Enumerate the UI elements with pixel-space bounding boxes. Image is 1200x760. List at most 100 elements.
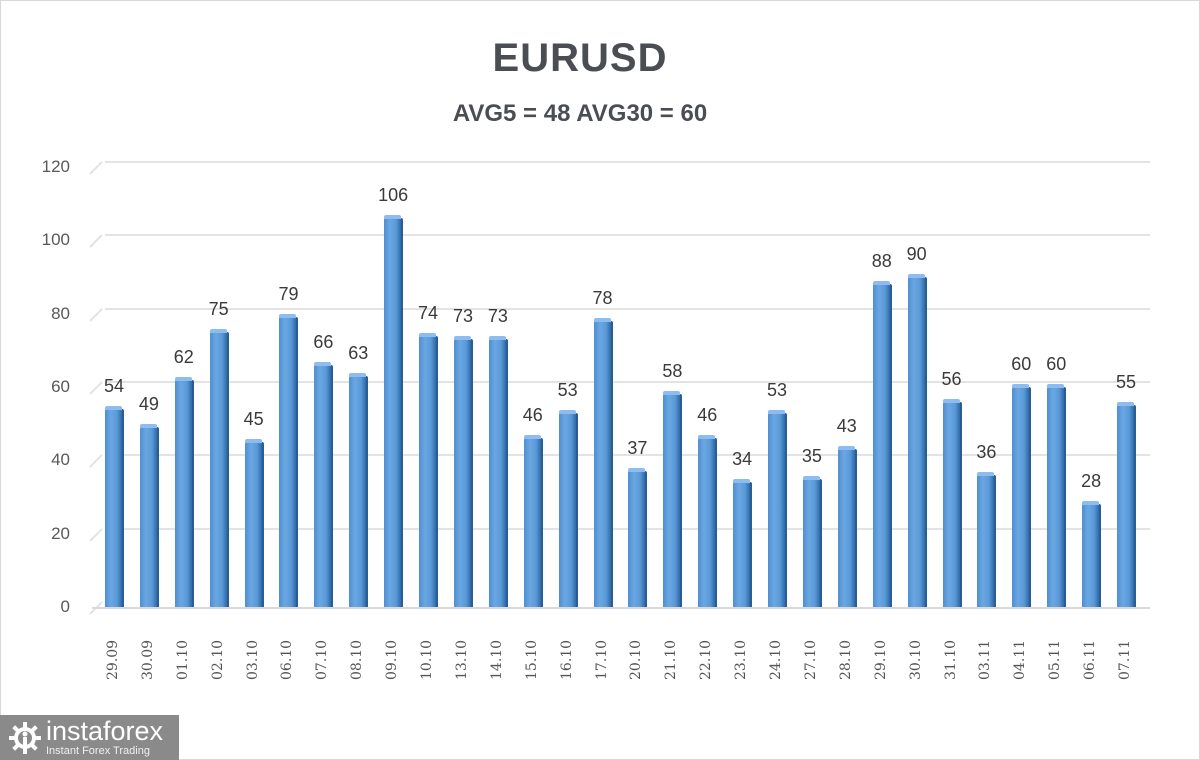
gridline	[105, 234, 1150, 237]
gridline-depth	[89, 454, 103, 469]
x-tick-label: 10.10	[419, 639, 436, 680]
x-tick-label: 21.10	[663, 639, 680, 680]
x-tick-label: 03.10	[244, 639, 261, 680]
gridline	[105, 161, 1150, 163]
bar-value-label: 53	[767, 379, 788, 400]
bar	[279, 314, 297, 607]
x-tick-label: 08.10	[349, 639, 366, 680]
bar-value-label: 63	[348, 343, 369, 363]
bar-value-label: 56	[941, 368, 962, 389]
bar	[558, 409, 576, 607]
bar-value-label: 34	[732, 449, 753, 470]
bar	[1047, 384, 1065, 607]
x-tick-label: 28.10	[837, 639, 854, 680]
bar	[663, 391, 681, 607]
bar	[1012, 384, 1030, 607]
x-tick-label: 30.10	[907, 639, 924, 680]
bar	[733, 479, 751, 607]
bar	[768, 409, 786, 607]
gear-person-icon	[9, 721, 41, 754]
x-tick-label: 30.09	[139, 639, 156, 680]
gridline-depth	[89, 161, 103, 175]
bar-value-label: 35	[801, 445, 822, 466]
bar-value-label: 46	[522, 405, 543, 426]
x-tick-label: 06.10	[279, 639, 296, 680]
bar-value-label: 53	[557, 379, 578, 400]
x-tick-label: 03.11	[977, 639, 994, 680]
x-tick-label: 07.10	[314, 639, 331, 680]
bar-value-label: 75	[208, 299, 229, 319]
bar-value-label: 79	[278, 284, 299, 305]
x-tick-label: 04.11	[1012, 639, 1029, 680]
x-tick-label: 20.10	[628, 639, 645, 680]
bar	[698, 435, 716, 607]
x-tick-label: 13.10	[453, 639, 470, 680]
x-tick-label: 15.10	[523, 639, 540, 680]
bar	[384, 215, 402, 607]
bar-value-label: 28	[1081, 471, 1102, 492]
bar-value-label: 78	[592, 288, 613, 308]
gridline-depth	[89, 234, 103, 249]
bar-value-label: 49	[138, 394, 159, 415]
bar-value-label: 73	[487, 306, 508, 327]
y-tick-label: 40	[51, 450, 70, 470]
y-tick-label: 100	[41, 230, 70, 250]
gridline	[105, 527, 1150, 530]
x-tick-label: 22.10	[698, 639, 715, 680]
chart-title: EURUSD	[492, 36, 668, 80]
bar-value-label: 36	[976, 442, 997, 462]
y-tick-label: 60	[51, 377, 70, 396]
x-tick-label: 17.10	[593, 639, 610, 680]
bar-value-label: 45	[243, 409, 264, 429]
bar	[907, 274, 925, 607]
bar-value-label: 88	[871, 251, 892, 272]
bar	[105, 406, 122, 607]
bar-value-label: 73	[452, 306, 473, 327]
y-tick-label: 0	[60, 597, 70, 616]
x-tick-label: 01.10	[174, 639, 191, 680]
bar-value-label: 62	[173, 346, 194, 367]
bar	[802, 475, 820, 607]
logo-name: instaforex	[46, 716, 164, 746]
bar	[977, 472, 995, 607]
bar	[628, 468, 646, 607]
bar	[942, 398, 960, 607]
bar-value-label: 90	[906, 244, 927, 264]
gridline	[105, 307, 1150, 310]
gridline	[105, 454, 1150, 457]
bar	[1082, 501, 1100, 607]
logo-text: instaforex Instant Forex Trading	[46, 718, 163, 757]
bar	[1117, 402, 1134, 607]
bar-value-label: 55	[1115, 372, 1137, 393]
bar	[872, 281, 890, 607]
bar-value-label: 60	[1011, 354, 1032, 374]
bar	[349, 373, 367, 607]
bar	[209, 329, 227, 607]
x-tick-label: 29.09	[105, 639, 121, 680]
x-tick-label: 29.10	[872, 639, 889, 680]
bar	[314, 362, 332, 607]
logo-tagline: Instant Forex Trading	[46, 745, 150, 757]
gridline	[105, 381, 1150, 383]
bar-value-label: 74	[418, 302, 439, 323]
bar-value-label: 60	[1046, 354, 1067, 374]
bar-value-label: 43	[836, 416, 857, 437]
x-tick-label: 27.10	[802, 639, 819, 680]
y-tick-label: 20	[51, 523, 70, 543]
instaforex-logo: instaforex Instant Forex Trading	[0, 715, 179, 760]
bar-value-label: 54	[103, 376, 125, 396]
x-tick-label: 02.10	[209, 639, 226, 680]
bar	[593, 318, 611, 607]
bar	[523, 435, 541, 607]
bar-value-label: 37	[627, 438, 648, 459]
bar	[837, 446, 855, 607]
x-tick-label: 23.10	[733, 639, 750, 680]
x-tick-label: 31.10	[942, 639, 959, 680]
bar	[488, 336, 506, 607]
bar-value-label: 58	[662, 361, 683, 382]
chart-subtitle: AVG5 = 48 AVG30 = 60	[452, 100, 708, 127]
x-tick-label: 05.11	[1047, 639, 1064, 680]
x-tick-label: 24.10	[768, 639, 785, 680]
x-tick-label: 14.10	[488, 639, 505, 680]
